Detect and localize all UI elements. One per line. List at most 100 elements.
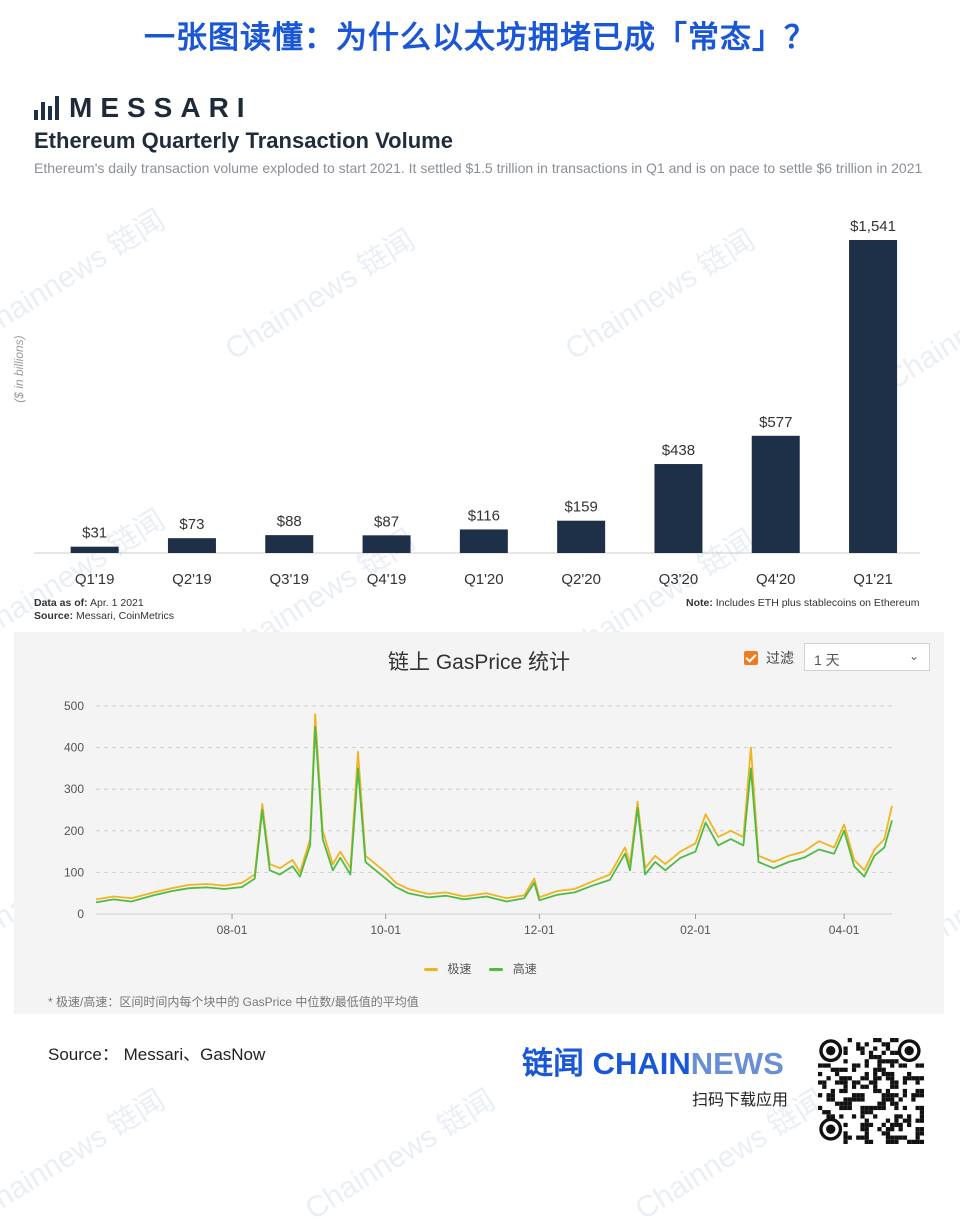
qr-module: [843, 1135, 848, 1140]
qr-module: [864, 1084, 869, 1089]
qr-module: [915, 1127, 920, 1132]
qr-module: [839, 1088, 844, 1094]
qr-module: [894, 1135, 899, 1140]
qr-module: [885, 1093, 891, 1098]
bar: [654, 464, 703, 553]
qr-module: [826, 1097, 831, 1102]
qr-module: [915, 1093, 920, 1098]
qr-module: [826, 1063, 831, 1068]
qr-module: [847, 1097, 852, 1102]
qr-module: [860, 1110, 865, 1115]
qr-module: [873, 1084, 878, 1089]
bar-value-label: $159: [564, 499, 597, 516]
messari-note-value: Includes ETH plus stablecoins on Ethereu…: [715, 597, 920, 609]
qr-module: [864, 1063, 869, 1068]
qr-module: [915, 1118, 920, 1123]
interval-select[interactable]: 1 天 ⌄: [804, 643, 930, 671]
qr-module: [898, 1114, 903, 1119]
messari-chart-title: Ethereum Quarterly Transaction Volume: [34, 128, 453, 153]
qr-module: [847, 1038, 852, 1043]
qr-module: [919, 1063, 924, 1068]
x-tick-label: Q2'20: [561, 571, 601, 588]
qr-module: [885, 1135, 891, 1140]
qr-module: [860, 1076, 865, 1081]
qr-module: [826, 1110, 831, 1115]
page-title: 一张图读懂：为什么以太坊拥堵已成「常态」？: [144, 20, 816, 55]
qr-module: [877, 1038, 882, 1043]
qr-module: [877, 1127, 882, 1132]
qr-module: [860, 1084, 865, 1089]
qr-module: [868, 1080, 874, 1085]
qr-module: [890, 1135, 895, 1140]
qr-module: [915, 1088, 920, 1094]
qr-module: [890, 1122, 895, 1128]
qr-module: [890, 1071, 895, 1077]
qr-module: [919, 1131, 924, 1136]
messari-logo: MESSARI: [34, 92, 253, 124]
qr-module: [890, 1093, 895, 1098]
qr-module: [847, 1076, 852, 1081]
qr-finder-center: [904, 1046, 914, 1056]
qr-module: [881, 1071, 886, 1077]
qr-module: [894, 1050, 899, 1055]
qr-module: [873, 1046, 878, 1051]
qr-module: [843, 1080, 848, 1085]
legend-swatch-standard: [489, 968, 504, 972]
qr-module: [890, 1139, 895, 1144]
qr-module: [885, 1139, 891, 1144]
legend-item-standard[interactable]: 高速: [489, 960, 537, 977]
qr-module: [907, 1139, 912, 1144]
series-line-standard: [95, 725, 893, 904]
qr-module: [902, 1105, 908, 1111]
bar-value-label: $438: [662, 442, 695, 459]
qr-module: [877, 1063, 882, 1068]
qr-module: [894, 1139, 899, 1144]
qr-module: [881, 1050, 886, 1055]
qr-module: [902, 1088, 908, 1094]
qr-module: [902, 1093, 908, 1098]
qr-module: [881, 1059, 886, 1064]
qr-module: [843, 1059, 848, 1064]
qr-module: [907, 1118, 912, 1123]
qr-module: [881, 1093, 886, 1098]
qr-module: [911, 1139, 916, 1144]
x-tick-label: 08-01: [217, 923, 248, 937]
bar-value-label: $1,541: [850, 218, 896, 235]
messari-source-value: Messari, CoinMetrics: [76, 610, 175, 622]
qr-module: [851, 1093, 857, 1098]
qr-module: [894, 1105, 899, 1111]
qr-module: [915, 1135, 920, 1140]
x-tick-label: Q1'19: [75, 571, 115, 588]
qr-code[interactable]: [818, 1038, 924, 1144]
qr-module: [856, 1135, 861, 1140]
legend-item-fast[interactable]: 极速: [424, 960, 471, 977]
x-tick-label: 10-01: [370, 923, 401, 937]
y-tick-label: 200: [64, 824, 84, 838]
messari-note-label: Note:: [686, 597, 713, 609]
qr-module: [839, 1076, 844, 1081]
qr-module: [919, 1139, 924, 1144]
bar-value-label: $31: [82, 525, 107, 542]
qr-module: [864, 1127, 869, 1132]
qr-module: [919, 1114, 924, 1119]
qr-module: [830, 1067, 835, 1072]
qr-module: [894, 1114, 899, 1119]
interval-select-value: 1 天: [814, 652, 840, 668]
filter-checkbox[interactable]: 过滤: [744, 648, 794, 668]
bar: [167, 538, 216, 553]
qr-module: [864, 1118, 869, 1123]
x-tick-label: 12-01: [524, 923, 555, 937]
qr-module: [839, 1114, 844, 1119]
qr-module: [911, 1097, 916, 1102]
qr-module: [826, 1093, 831, 1098]
qr-module: [907, 1076, 912, 1081]
filter-label: 过滤: [766, 650, 794, 666]
series-line-fast: [95, 713, 893, 901]
qr-module: [894, 1080, 899, 1085]
qr-module: [856, 1042, 861, 1047]
qr-module: [885, 1042, 891, 1047]
qr-module: [915, 1105, 920, 1111]
qr-module: [885, 1071, 891, 1077]
qr-module: [856, 1063, 861, 1068]
qr-module: [830, 1114, 835, 1119]
